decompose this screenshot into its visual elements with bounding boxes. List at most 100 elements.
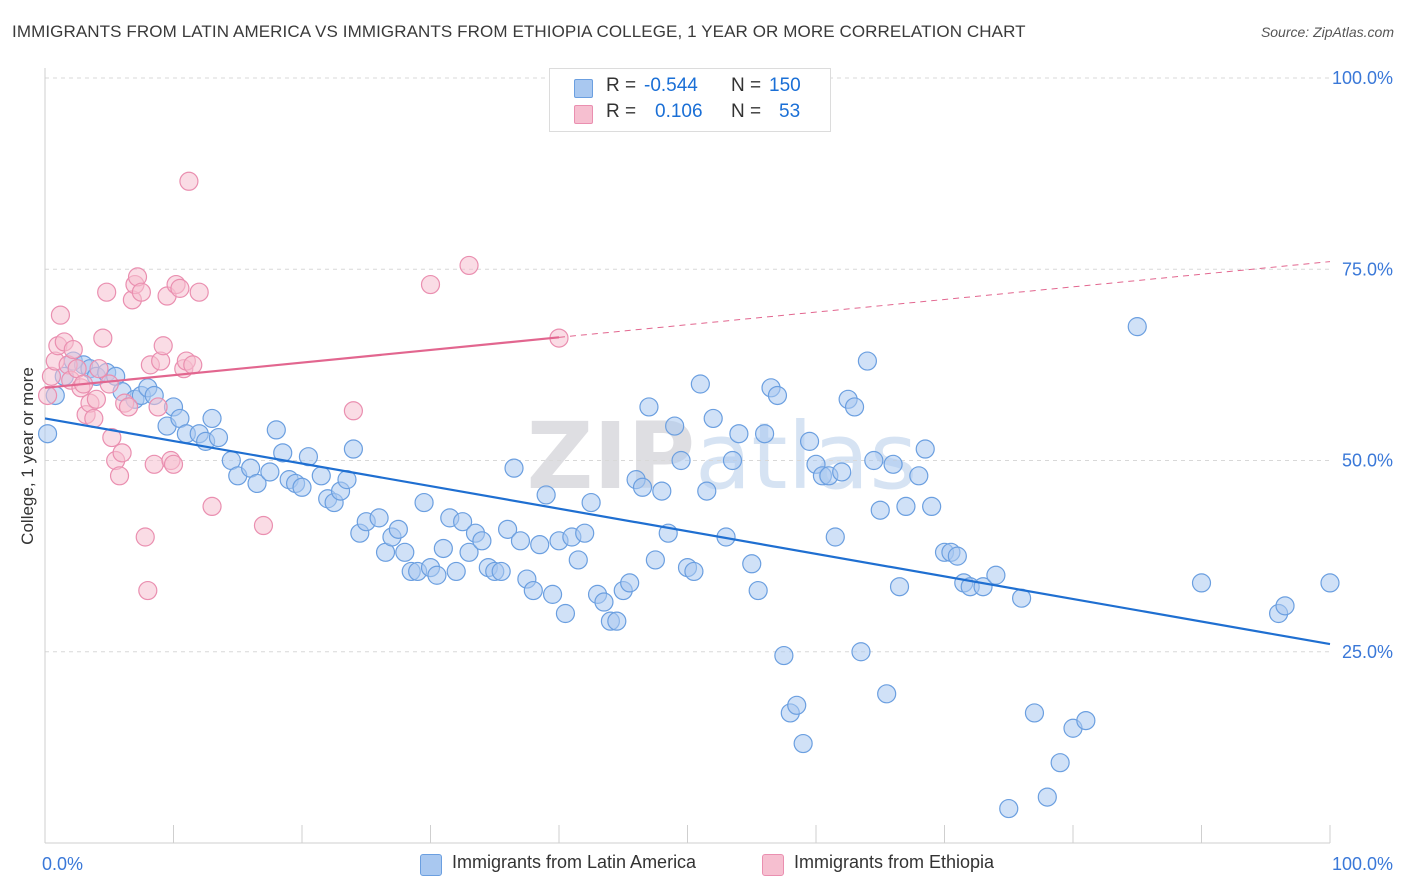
ethiopia-point [163, 454, 184, 474]
ethiopia-trend-line [44, 336, 560, 389]
ethiopia-point [37, 385, 58, 406]
latin-america-point [684, 561, 704, 582]
latin-america-point [665, 416, 685, 436]
latin-america-point [311, 466, 331, 486]
latin-america-point [1024, 703, 1045, 723]
ethiopia-point [86, 389, 107, 409]
ethiopia-point [459, 255, 479, 276]
latin-america-point [652, 481, 672, 501]
ethiopia-point [97, 282, 117, 302]
latin-america-point [1191, 573, 1212, 593]
latin-america-point [427, 565, 447, 585]
source-label: Source: ZipAtlas.com [1260, 24, 1394, 40]
latin-america-point [793, 733, 813, 754]
latin-america-point [870, 500, 890, 520]
ethiopia-point [109, 466, 130, 486]
latin-america-point [645, 550, 665, 570]
n-label: N = [731, 75, 762, 96]
latin-america-point [787, 695, 807, 715]
latin-america-point [774, 645, 794, 666]
n-value: 150 [769, 75, 801, 96]
y-tick-label: 75.0% [1342, 259, 1393, 279]
latin-america-point [433, 538, 453, 559]
r-label: R = [606, 75, 637, 96]
latin-america-point [530, 535, 550, 555]
latin-america-legend-swatch [420, 854, 442, 876]
ethiopia-point [343, 401, 363, 421]
latin-america-point [703, 408, 723, 429]
r-value: -0.544 [644, 75, 698, 96]
latin-america-point [767, 385, 788, 406]
latin-america-point [523, 580, 543, 601]
latin-america-point [947, 546, 967, 566]
latin-america-point [825, 527, 845, 547]
latin-america-point [395, 542, 415, 562]
latin-america-point [748, 580, 768, 601]
ethiopia-swatch [574, 105, 593, 124]
latin-america-point [414, 492, 434, 513]
latin-america-point [844, 397, 865, 417]
latin-america-point [889, 577, 910, 597]
latin-america-trend-line [44, 417, 1331, 646]
y-tick-label: 100.0% [1332, 68, 1393, 88]
ethiopia-point [420, 274, 441, 295]
latin-america-point [1127, 317, 1147, 337]
latin-america-point [1037, 787, 1057, 807]
n-label: N = [731, 101, 762, 122]
stats-legend: R = -0.544 N = 150 R = 0.106 N = 53 [549, 68, 831, 132]
chart-title: IMMIGRANTS FROM LATIN AMERICA VS IMMIGRA… [12, 22, 1026, 41]
ethiopia-point [189, 282, 209, 302]
latin-america-point [639, 397, 659, 417]
latin-america-point [1275, 596, 1295, 616]
latin-america-point [671, 450, 691, 471]
latin-america-point [1050, 753, 1070, 773]
latin-america-swatch [574, 79, 593, 98]
latin-america-point [999, 798, 1019, 819]
latin-america-point [1076, 710, 1096, 731]
y-tick-label: 25.0% [1342, 642, 1393, 662]
latin-america-point [594, 592, 614, 612]
ethiopia-point [148, 397, 168, 417]
latin-america-point [266, 420, 286, 440]
latin-america-point [1320, 573, 1340, 593]
ethiopia-point [84, 408, 104, 429]
y-axis-label: College, 1 year or more [18, 367, 37, 545]
latin-america-point [273, 443, 293, 463]
latin-america-point [446, 561, 466, 582]
ethiopia-point [102, 427, 122, 448]
latin-america-point [607, 611, 627, 631]
latin-america-point [555, 603, 576, 624]
ethiopia-point [253, 515, 274, 536]
ethiopia-point [138, 580, 158, 601]
legend-label: Immigrants from Latin America [452, 852, 697, 872]
latin-america-point [472, 531, 492, 551]
ethiopia-point [170, 278, 190, 298]
latin-america-point [729, 424, 749, 444]
latin-america-point [491, 561, 511, 582]
latin-america-point [369, 508, 389, 528]
r-label: R = [606, 101, 637, 122]
latin-america-point [909, 466, 929, 486]
latin-america-point [883, 454, 903, 474]
x-tick-label: 0.0% [42, 854, 83, 874]
ethiopia-point [202, 496, 222, 516]
ethiopia-point [183, 355, 203, 375]
ethiopia-legend-swatch [762, 854, 784, 876]
latin-america-point [877, 684, 897, 704]
latin-america-point [202, 408, 222, 429]
latin-america-point [620, 573, 640, 593]
ethiopia-point [99, 374, 119, 394]
latin-america-point [632, 477, 653, 497]
latin-america-point [208, 427, 229, 448]
ethiopia-point [118, 397, 139, 417]
latin-america-point [986, 565, 1006, 585]
ethiopia-point [89, 359, 109, 379]
ethiopia-point [50, 305, 71, 325]
x-tick-label: 100.0% [1332, 854, 1393, 874]
latin-america-point [690, 374, 710, 394]
latin-america-point [832, 462, 852, 482]
latin-america-point [799, 431, 820, 451]
ethiopia-point [144, 454, 164, 474]
latin-america-point [581, 492, 601, 513]
